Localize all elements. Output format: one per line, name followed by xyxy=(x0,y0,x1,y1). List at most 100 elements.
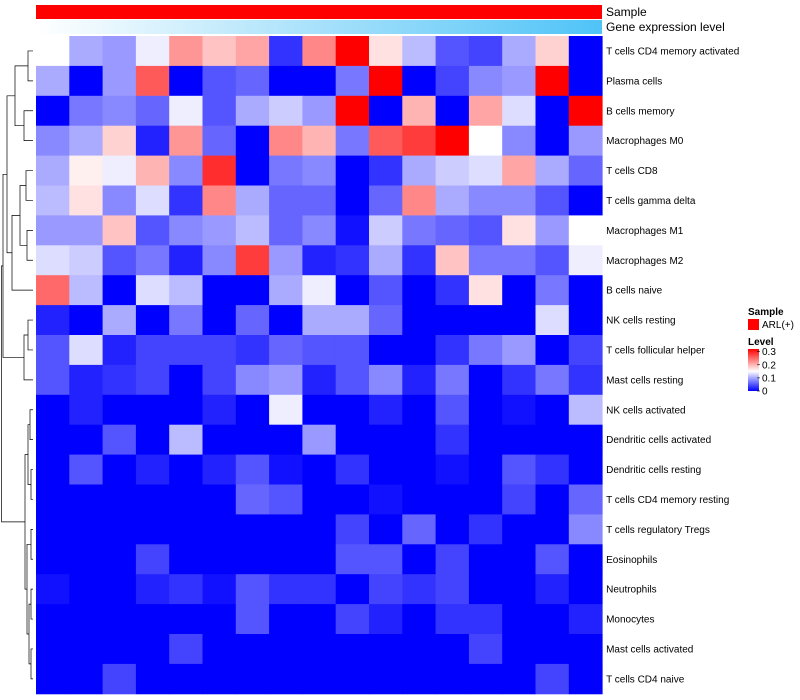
heatmap-cell xyxy=(568,335,603,366)
heatmap-cell xyxy=(335,36,370,67)
heatmap-cell xyxy=(502,604,536,635)
heatmap-cell xyxy=(69,514,104,545)
heatmap-cell xyxy=(202,305,237,336)
heatmap-cell xyxy=(135,245,170,276)
heatmap-cell xyxy=(335,185,370,216)
heatmap-cell xyxy=(369,394,403,426)
dendrogram-branch xyxy=(23,110,33,141)
heatmap-cell xyxy=(568,454,603,485)
heatmap-cell xyxy=(535,245,570,276)
heatmap-cell xyxy=(135,663,170,695)
heatmap-cell xyxy=(69,424,104,456)
heatmap-cell xyxy=(135,364,170,396)
heatmap-cell xyxy=(36,544,70,575)
heatmap-cell xyxy=(535,335,570,366)
heatmap-cell xyxy=(335,454,370,485)
heatmap-cell xyxy=(535,454,570,485)
heatmap-cell xyxy=(402,394,437,426)
heatmap-cell xyxy=(169,663,203,695)
heatmap-cell xyxy=(302,245,337,276)
heatmap-cell xyxy=(235,574,270,605)
heatmap-cell xyxy=(402,95,437,127)
heatmap-cell xyxy=(269,155,303,186)
row-dendrogram xyxy=(1,50,33,680)
heatmap-cell xyxy=(102,155,137,186)
heatmap-cell xyxy=(69,454,104,485)
heatmap-cell xyxy=(69,125,104,157)
heatmap-cell xyxy=(102,514,137,545)
heatmap-cell xyxy=(36,95,70,127)
heatmap-cell xyxy=(369,604,403,635)
heatmap-cell xyxy=(302,634,337,665)
heatmap-cell xyxy=(369,155,403,186)
heatmap-cell xyxy=(202,574,237,605)
dendrogram-branch xyxy=(11,215,33,291)
dendrogram-branch xyxy=(23,334,33,381)
heatmap-cell xyxy=(302,305,337,336)
legend: Sample ARL(+) Level 0.3 0.2 0.1 0 xyxy=(748,307,794,398)
heatmap-cell xyxy=(335,424,370,456)
level-tick-label: 0.2 xyxy=(762,360,776,371)
expression-annotation-bar xyxy=(36,20,602,34)
heatmap-cell xyxy=(435,663,470,695)
heatmap-cell xyxy=(235,125,270,157)
heatmap-cell xyxy=(169,245,203,276)
heatmap-cell xyxy=(202,634,237,665)
row-label: Dendritic cells resting xyxy=(606,465,701,476)
level-tick-label: 0.1 xyxy=(762,373,776,384)
heatmap-cell xyxy=(302,364,337,396)
heatmap-cell xyxy=(535,95,570,127)
sample-annotation-bar xyxy=(36,5,602,19)
dendrogram-branch xyxy=(30,469,33,500)
heatmap-cell xyxy=(269,215,303,246)
heatmap-cell xyxy=(102,65,137,97)
heatmap-cell xyxy=(468,36,503,67)
heatmap-cell xyxy=(202,604,237,635)
heatmap-cell xyxy=(135,36,170,67)
heatmap-cell xyxy=(269,245,303,276)
row-label: Mast cells activated xyxy=(606,644,693,655)
heatmap-cell xyxy=(402,544,437,575)
heatmap-cell xyxy=(535,424,570,456)
heatmap-cell xyxy=(568,424,603,456)
heatmap-cell xyxy=(468,125,503,157)
heatmap-cell xyxy=(502,663,536,695)
heatmap-cell xyxy=(102,245,137,276)
heatmap-cell xyxy=(568,544,603,575)
level-legend-title: Level xyxy=(748,337,774,348)
heatmap-cell xyxy=(269,424,303,456)
heatmap-cell xyxy=(502,574,536,605)
heatmap-cell xyxy=(169,185,203,216)
heatmap-cell xyxy=(135,574,170,605)
heatmap-cell xyxy=(369,185,403,216)
row-label: Plasma cells xyxy=(606,76,662,87)
heatmap-cell xyxy=(169,36,203,67)
heatmap-cell xyxy=(502,634,536,665)
heatmap-cell xyxy=(36,305,70,336)
heatmap-cell xyxy=(468,185,503,216)
heatmap-cell xyxy=(335,394,370,426)
heatmap-cell xyxy=(269,305,303,336)
heatmap-cell xyxy=(169,574,203,605)
row-label: Monocytes xyxy=(606,615,654,626)
heatmap-cell xyxy=(202,36,237,67)
heatmap-cell xyxy=(335,305,370,336)
heatmap-cell xyxy=(169,305,203,336)
heatmap-cell xyxy=(69,215,104,246)
heatmap-cell xyxy=(402,484,437,515)
heatmap-cell xyxy=(402,36,437,67)
heatmap-cell xyxy=(435,215,470,246)
heatmap-cell xyxy=(502,95,536,127)
heatmap-cell xyxy=(269,95,303,127)
dendrogram-branch xyxy=(27,424,31,485)
heatmap-cell xyxy=(568,125,603,157)
heatmap-cell xyxy=(502,454,536,485)
heatmap-cell xyxy=(402,185,437,216)
heatmap-cell xyxy=(202,275,237,306)
row-label: NK cells activated xyxy=(606,405,685,416)
heatmap-cell xyxy=(435,95,470,127)
heatmap-cell xyxy=(502,424,536,456)
heatmap-cell xyxy=(135,275,170,306)
heatmap-cell xyxy=(369,634,403,665)
